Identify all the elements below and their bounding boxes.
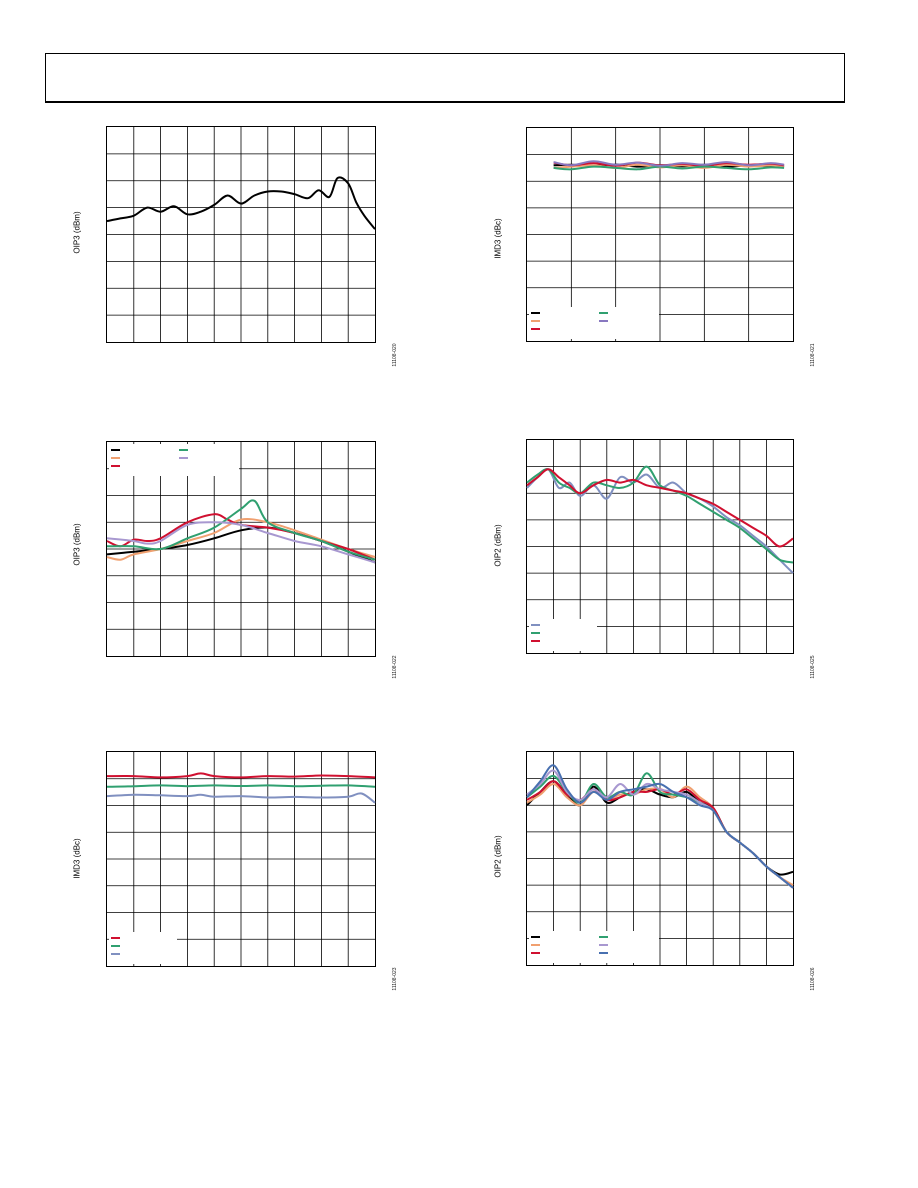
legend-background	[529, 307, 659, 339]
chart-svg	[526, 752, 794, 965]
chart-svg	[106, 752, 376, 966]
series-line-3	[106, 792, 376, 804]
legend-background	[529, 619, 597, 651]
series-line-2	[106, 518, 376, 561]
legend	[109, 932, 177, 964]
figure-code: 11108-026	[810, 967, 816, 991]
plot-area	[106, 751, 376, 967]
series-line-2	[526, 465, 794, 564]
legend-background	[109, 932, 177, 964]
series-line-3	[526, 468, 794, 548]
plot-area	[106, 126, 376, 343]
chart-svg	[526, 440, 794, 653]
chart-svg	[106, 127, 376, 342]
y-axis-label: IMD3 (dBc)	[72, 838, 82, 879]
series-line-5	[553, 160, 785, 167]
grid	[527, 752, 793, 965]
grid	[527, 440, 793, 653]
figure-code: 11108-023	[392, 967, 398, 991]
figure-code: 11108-025	[810, 655, 816, 679]
y-axis-label: OIP2 (dBm)	[493, 524, 503, 567]
plot-area	[106, 441, 376, 657]
series-line-1	[106, 772, 376, 779]
plot-area	[526, 439, 794, 654]
series-line-4	[553, 165, 785, 171]
page-header-box	[45, 53, 845, 103]
plot-area	[526, 751, 794, 966]
figure-code: 11108-020	[392, 343, 398, 367]
legend-background	[529, 931, 659, 963]
y-axis-label: IMD3 (dBc)	[493, 218, 503, 259]
y-axis-label: OIP3 (dBm)	[72, 211, 82, 254]
series-line-6	[526, 764, 794, 889]
series-line-4	[106, 499, 376, 561]
grid	[107, 127, 375, 342]
legend	[529, 619, 597, 651]
series-line-2	[553, 163, 785, 169]
legend	[109, 444, 239, 476]
chart-svg	[527, 128, 793, 341]
figure-code: 11108-021	[810, 343, 816, 367]
series-line-2	[106, 784, 376, 788]
legend-background	[109, 444, 239, 476]
chart-svg	[106, 442, 376, 656]
figure-code: 11108-022	[392, 655, 398, 679]
plot-area	[526, 127, 794, 342]
grid	[527, 128, 793, 341]
series-line-5	[106, 521, 376, 564]
series-line-1	[106, 176, 376, 230]
y-axis-label: OIP3 (dBm)	[72, 523, 82, 566]
legend	[529, 307, 659, 339]
y-axis-label: OIP2 (dBm)	[493, 835, 503, 878]
legend	[529, 931, 659, 963]
